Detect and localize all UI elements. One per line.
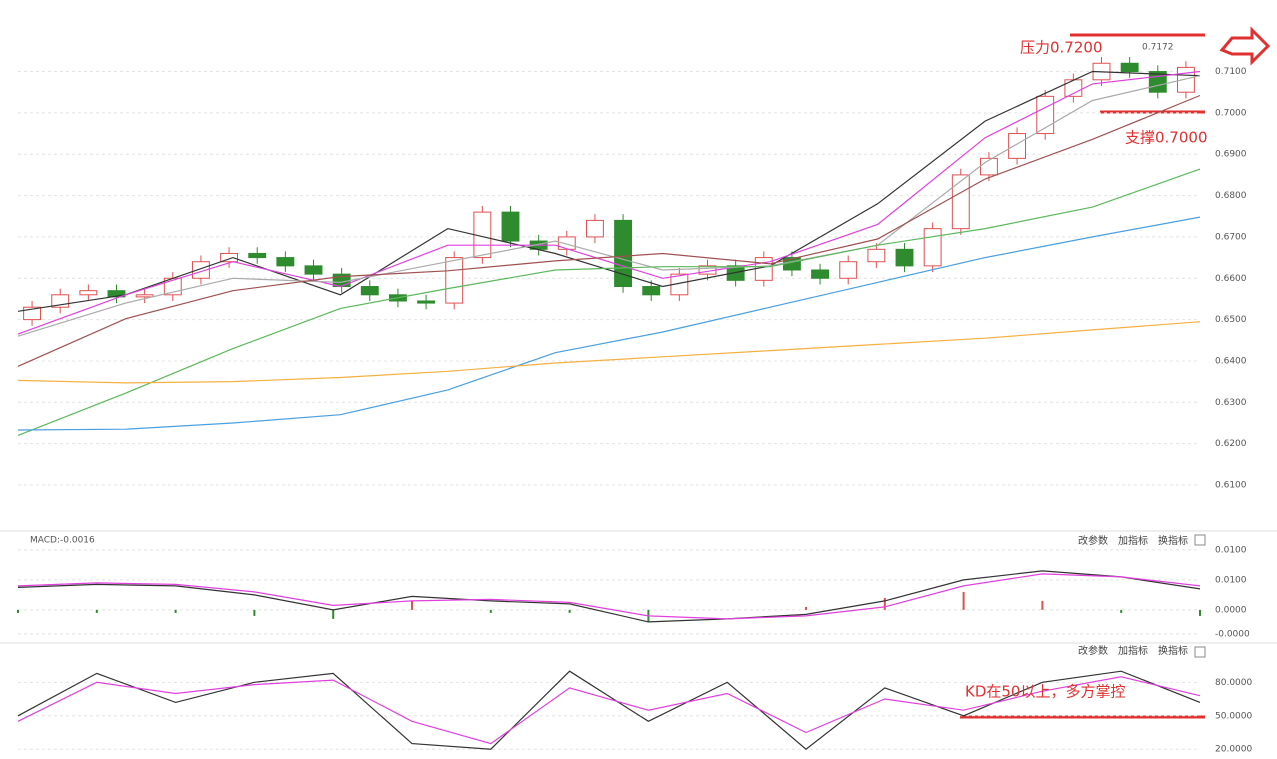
y-tick-label: 0.6300	[1215, 398, 1247, 408]
indicator-line	[17, 70, 1201, 335]
candle-body	[360, 286, 379, 296]
arrow-icon	[1219, 26, 1271, 66]
candle-body	[304, 265, 323, 275]
candle-body	[107, 290, 126, 298]
toolbar-button[interactable]: 加指标	[1118, 644, 1148, 657]
toolbar-button[interactable]: 改参数	[1078, 644, 1108, 657]
toolbar-button[interactable]: 改参数	[1078, 534, 1108, 547]
y-tick-label: 80.0000	[1215, 678, 1252, 688]
y-tick-label: 0.0100	[1215, 545, 1247, 555]
annotation: KD在50以上，多方掌控	[965, 683, 1125, 701]
indicator-line	[17, 75, 1201, 337]
close-button[interactable]	[1194, 646, 1206, 658]
annotation: 压力0.7200	[1020, 39, 1103, 57]
y-tick-label: 20.0000	[1215, 745, 1252, 755]
candle-body	[248, 252, 267, 259]
y-tick-label: 0.0100	[1215, 575, 1247, 585]
candle-body	[417, 300, 436, 304]
y-tick-label: 0.6200	[1215, 439, 1247, 449]
annotation: 0.7172	[1142, 43, 1174, 53]
candle-body	[642, 286, 661, 296]
candle-body	[923, 228, 942, 267]
y-tick-label: 50.0000	[1215, 711, 1252, 721]
candle-body	[811, 269, 830, 279]
indicator-line	[17, 321, 1201, 384]
y-tick-label: 0.7100	[1215, 67, 1247, 77]
indicator-line	[17, 216, 1201, 431]
y-tick-label: 0.6700	[1215, 232, 1247, 242]
y-tick-label: 0.6500	[1215, 315, 1247, 325]
candle-body	[191, 261, 210, 279]
indicator-line	[17, 168, 1201, 436]
indicator-line	[17, 670, 1201, 750]
y-tick-label: 0.6400	[1215, 356, 1247, 366]
y-tick-label: 0.6100	[1215, 480, 1247, 490]
candle-body	[445, 257, 464, 304]
candle-body	[867, 248, 886, 263]
indicator-line	[17, 70, 1201, 312]
candle-body	[951, 174, 970, 230]
toolbar-button[interactable]: 换指标	[1158, 644, 1188, 657]
y-tick-label: 0.0000	[1215, 605, 1247, 615]
y-tick-label: 0.6800	[1215, 191, 1247, 201]
candle-body	[276, 257, 295, 267]
toolbar-button[interactable]: 换指标	[1158, 534, 1188, 547]
candle-body	[895, 248, 914, 267]
y-tick-label: 0.6600	[1215, 274, 1247, 284]
indicator-line	[17, 570, 1201, 623]
candle-body	[220, 252, 239, 263]
candle-body	[501, 211, 520, 242]
annotation: 支撑0.7000	[1125, 129, 1208, 147]
candle-body	[79, 290, 98, 296]
candle-body	[1120, 62, 1139, 73]
toolbar-button[interactable]: 加指标	[1118, 534, 1148, 547]
candle-body	[135, 294, 154, 298]
candle-body	[585, 219, 604, 238]
y-tick-label: 0.7000	[1215, 108, 1247, 118]
indicator-line	[17, 676, 1201, 745]
close-button[interactable]	[1194, 534, 1206, 546]
candle-body	[839, 261, 858, 279]
candle-body	[1008, 133, 1027, 159]
y-tick-label: 0.6900	[1215, 150, 1247, 160]
candle-body	[754, 257, 773, 281]
indicator-line	[17, 94, 1201, 367]
indicator-line	[17, 573, 1201, 620]
macd-title: MACD:-0.0016	[30, 536, 95, 546]
y-tick-label: -0.0000	[1215, 629, 1250, 639]
candle-body	[614, 219, 633, 288]
